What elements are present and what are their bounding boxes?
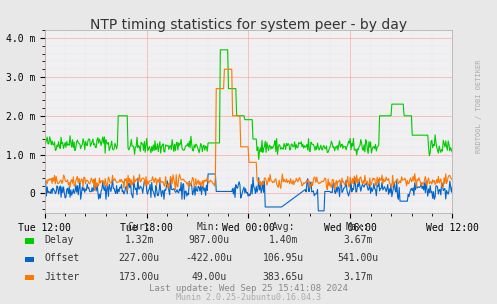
Jitter bbox=[449, 178, 455, 182]
Offset bbox=[449, 185, 455, 189]
Offset bbox=[205, 172, 211, 176]
Text: 173.00u: 173.00u bbox=[119, 272, 160, 282]
Jitter bbox=[240, 145, 246, 149]
Offset bbox=[441, 188, 447, 191]
Text: 1.32m: 1.32m bbox=[124, 235, 154, 245]
Jitter bbox=[286, 179, 292, 183]
Delay bbox=[286, 143, 292, 146]
Line: Jitter: Jitter bbox=[45, 69, 452, 191]
Offset bbox=[285, 200, 291, 204]
Text: 1.40m: 1.40m bbox=[268, 235, 298, 245]
Offset bbox=[263, 205, 269, 209]
Offset bbox=[316, 209, 322, 213]
Delay bbox=[42, 139, 48, 143]
Text: NTP timing statistics for system peer - by day: NTP timing statistics for system peer - … bbox=[90, 18, 407, 32]
Text: 3.17m: 3.17m bbox=[343, 272, 373, 282]
Offset bbox=[377, 187, 383, 190]
Jitter bbox=[222, 67, 228, 71]
Text: Last update: Wed Sep 25 15:41:08 2024: Last update: Wed Sep 25 15:41:08 2024 bbox=[149, 284, 348, 293]
Text: Max:: Max: bbox=[346, 222, 370, 232]
Jitter bbox=[237, 114, 243, 118]
Offset bbox=[239, 194, 245, 197]
Delay bbox=[239, 114, 245, 118]
Text: Jitter: Jitter bbox=[45, 272, 80, 282]
Delay bbox=[256, 157, 262, 161]
Jitter bbox=[124, 189, 130, 192]
Line: Offset: Offset bbox=[45, 174, 452, 211]
Text: 383.65u: 383.65u bbox=[263, 272, 304, 282]
Delay bbox=[264, 140, 270, 144]
Offset bbox=[236, 180, 242, 184]
Text: Delay: Delay bbox=[45, 235, 74, 245]
Jitter bbox=[264, 183, 270, 187]
Text: -422.00u: -422.00u bbox=[185, 254, 232, 263]
Jitter bbox=[441, 176, 447, 180]
Delay bbox=[236, 114, 242, 118]
Text: 541.00u: 541.00u bbox=[337, 254, 378, 263]
Line: Delay: Delay bbox=[45, 50, 452, 159]
Text: 49.00u: 49.00u bbox=[191, 272, 226, 282]
Jitter bbox=[377, 178, 383, 182]
Text: 987.00u: 987.00u bbox=[188, 235, 229, 245]
Text: Munin 2.0.25-2ubuntu0.16.04.3: Munin 2.0.25-2ubuntu0.16.04.3 bbox=[176, 293, 321, 302]
Text: Cur:: Cur: bbox=[127, 222, 151, 232]
Text: Avg:: Avg: bbox=[271, 222, 295, 232]
Text: RRDTOOL / TOBI OETIKER: RRDTOOL / TOBI OETIKER bbox=[476, 60, 482, 153]
Delay bbox=[217, 48, 223, 52]
Text: Offset: Offset bbox=[45, 254, 80, 263]
Delay bbox=[441, 142, 447, 145]
Text: 106.95u: 106.95u bbox=[263, 254, 304, 263]
Jitter bbox=[42, 176, 48, 179]
Delay bbox=[377, 114, 383, 118]
Text: Min:: Min: bbox=[197, 222, 221, 232]
Delay bbox=[449, 150, 455, 154]
Text: 3.67m: 3.67m bbox=[343, 235, 373, 245]
Offset bbox=[42, 183, 48, 187]
Text: 227.00u: 227.00u bbox=[119, 254, 160, 263]
